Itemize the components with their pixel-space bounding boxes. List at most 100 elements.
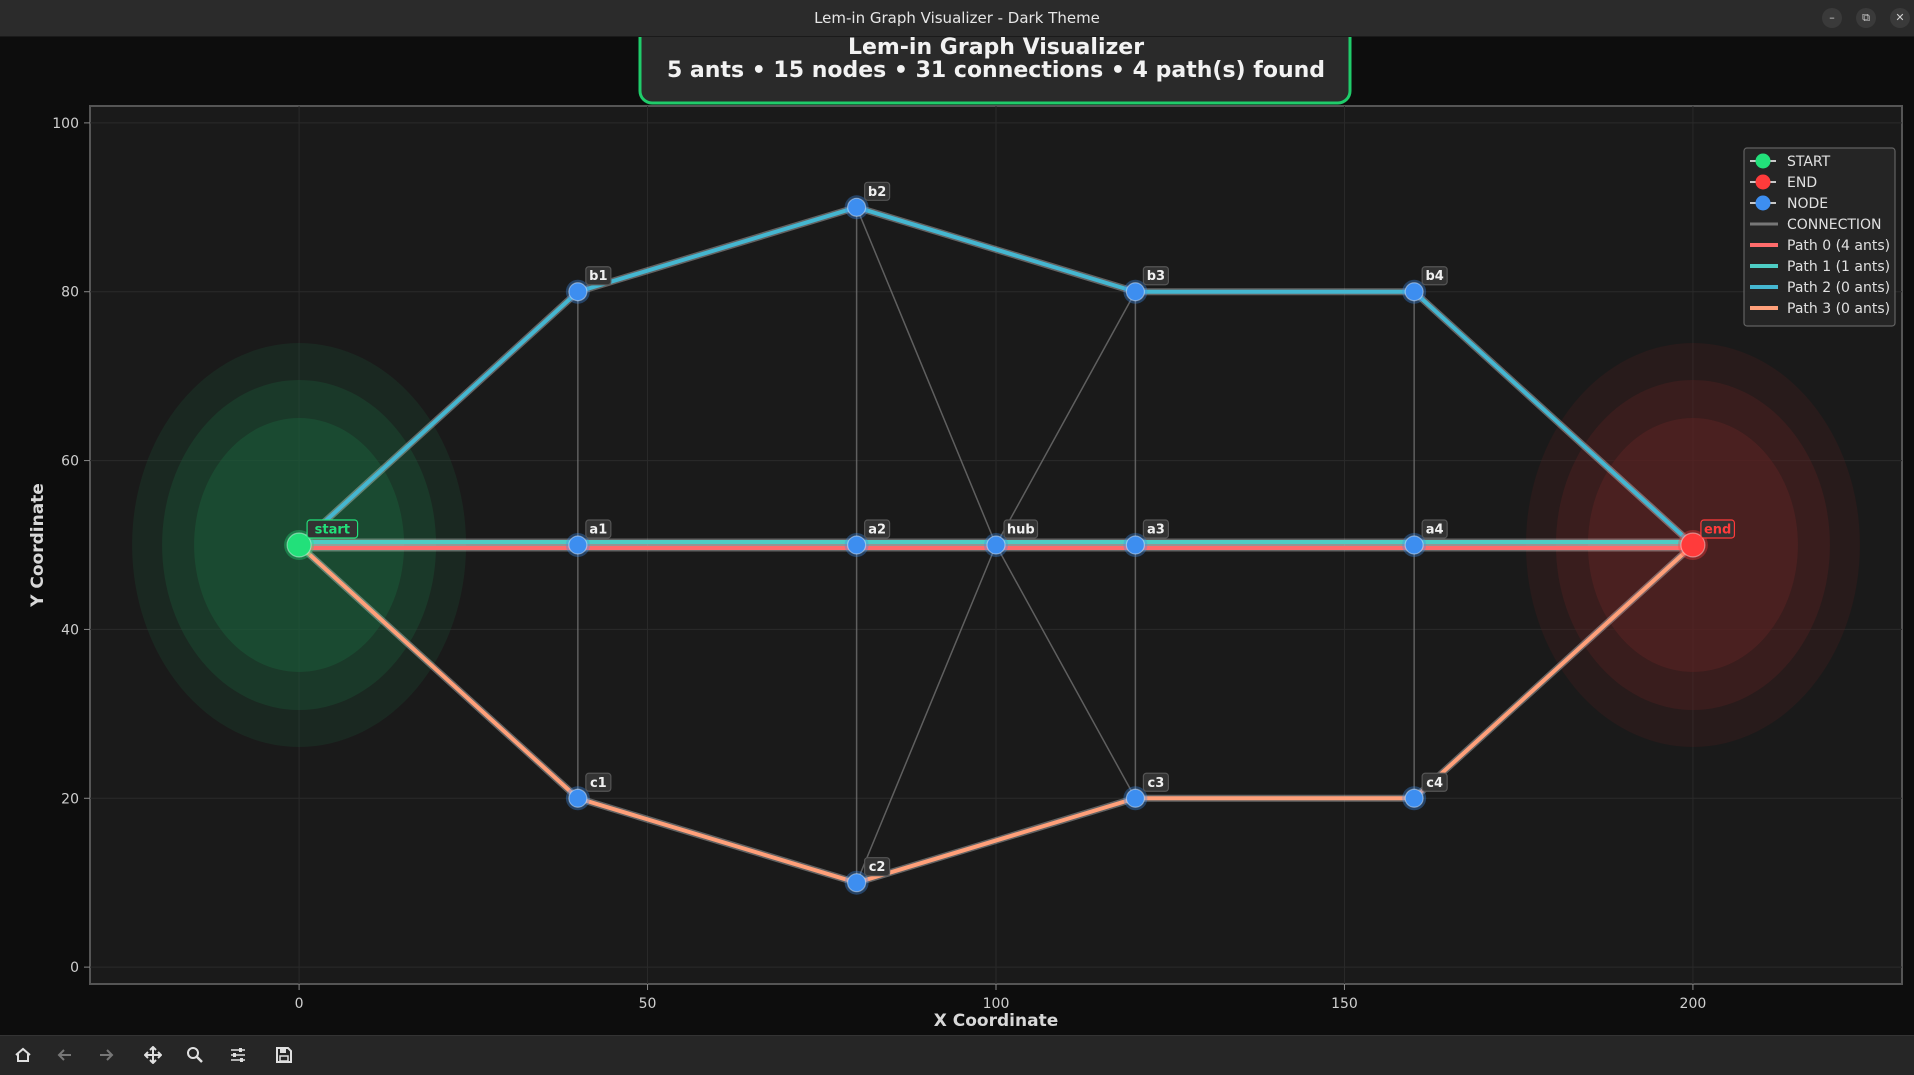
legend-swatch-start [1755, 153, 1771, 169]
node-label-c4: c4 [1426, 776, 1443, 791]
node-marker-c4[interactable] [1404, 788, 1424, 808]
node-marker-a2[interactable] [847, 535, 867, 555]
node-label-a1: a1 [589, 523, 607, 538]
node-marker-b4[interactable] [1404, 282, 1424, 302]
move-icon [144, 1046, 162, 1064]
node-marker-end[interactable] [1680, 532, 1706, 558]
node-marker-c2[interactable] [847, 873, 867, 893]
axis-ticks: 0 50 100 150 200 0 20 40 60 80 100 [52, 116, 1706, 1012]
header-title: Lem-in Graph Visualizer [848, 37, 1144, 60]
node-label-box [1700, 519, 1736, 539]
path-line-3 [297, 543, 1695, 885]
back-button[interactable] [50, 1041, 80, 1069]
magnifier-icon [187, 1047, 203, 1063]
node-label-a3: a3 [1147, 523, 1165, 538]
legend-label: Path 1 (1 ants) [1787, 259, 1890, 275]
node-label-box [1421, 266, 1448, 286]
node-label-box [864, 181, 891, 201]
legend-label: Path 0 (4 ants) [1787, 238, 1890, 254]
node-label-a2: a2 [868, 523, 886, 538]
save-button[interactable] [269, 1041, 299, 1069]
plot-canvas[interactable]: start end a1 a2 hub a3 a4 b1 b2 b3 b4 c1 c2 c3 c4 0 50 1… [0, 37, 1914, 1035]
header-subtitle: 5 ants • 15 nodes • 31 connections • 4 p… [667, 58, 1325, 83]
legend-label: START [1787, 154, 1831, 170]
zoom-button[interactable] [180, 1041, 210, 1069]
node-label-c2: c2 [869, 860, 886, 875]
forward-button[interactable] [91, 1041, 121, 1069]
x-tick-label: 100 [983, 996, 1010, 1012]
node-label-box [864, 857, 891, 877]
legend-label: END [1787, 175, 1817, 191]
connection-line [855, 544, 997, 883]
legend-swatch-end [1755, 174, 1771, 190]
legend-label: NODE [1787, 196, 1828, 212]
node-label-box [585, 266, 612, 286]
y-tick-label: 0 [70, 960, 79, 976]
grid [90, 106, 1902, 984]
node-marker-b1[interactable] [568, 282, 588, 302]
header-box: Lem-in Graph Visualizer 5 ants • 15 node… [638, 37, 1352, 105]
connection-line [995, 544, 1137, 799]
node-label-b1: b1 [589, 269, 607, 284]
y-tick-label: 100 [52, 116, 79, 132]
legend-label: Path 3 (0 ants) [1787, 301, 1890, 317]
node-marker-c3[interactable] [1125, 788, 1145, 808]
node-label-box [1142, 519, 1169, 539]
window-titlebar: Lem-in Graph Visualizer - Dark Theme – ⧉… [0, 0, 1914, 37]
node-marker-a1[interactable] [568, 535, 588, 555]
connection-line [855, 207, 997, 546]
navigation-toolbar [0, 1035, 1914, 1075]
node-labels: start end a1 a2 hub a3 a4 b1 b2 b3 b4 c1 c2 c3 c4 [306, 181, 1736, 877]
node-marker-hub[interactable] [986, 535, 1006, 555]
floppy-icon [276, 1047, 292, 1063]
legend-label: CONNECTION [1787, 217, 1882, 233]
node-marker-b3[interactable] [1125, 282, 1145, 302]
node-label-c3: c3 [1148, 776, 1165, 791]
node-label-box [1421, 772, 1448, 792]
arrow-left-icon [57, 1049, 71, 1061]
y-tick-label: 80 [61, 285, 79, 301]
connection-line [995, 291, 1137, 546]
x-tick-label: 150 [1331, 996, 1358, 1012]
x-tick-label: 0 [295, 996, 304, 1012]
window-title: Lem-in Graph Visualizer - Dark Theme [814, 9, 1100, 27]
node-label-box [1003, 519, 1039, 539]
node-label-box [1142, 772, 1169, 792]
node-label-box [1142, 266, 1169, 286]
y-tick-label: 40 [61, 622, 79, 638]
node-label-c1: c1 [590, 776, 607, 791]
node-label-box [585, 519, 612, 539]
node-label-box [1421, 519, 1448, 539]
configure-button[interactable] [223, 1041, 253, 1069]
node-label-b4: b4 [1425, 269, 1443, 284]
minimize-button[interactable]: – [1822, 8, 1842, 28]
node-marker-a4[interactable] [1404, 535, 1424, 555]
maximize-button[interactable]: ⧉ [1856, 8, 1876, 28]
sliders-icon [231, 1048, 245, 1062]
node-label-hub: hub [1007, 523, 1035, 538]
home-icon [15, 1047, 31, 1062]
pan-button[interactable] [138, 1041, 168, 1069]
node-marker-start[interactable] [286, 532, 312, 558]
node-label-a4: a4 [1426, 523, 1444, 538]
y-axis-label: Y Coordinate [28, 483, 48, 608]
close-button[interactable]: ✕ [1890, 8, 1910, 28]
node-label-b3: b3 [1147, 269, 1165, 284]
node-label-box [585, 772, 612, 792]
legend: START END NODE CONNECTION Path 0 (4 ants) Pat… [1743, 147, 1896, 327]
node-marker-a3[interactable] [1125, 535, 1145, 555]
x-tick-label: 50 [639, 996, 657, 1012]
legend-swatch-node [1755, 195, 1771, 211]
x-tick-label: 200 [1680, 996, 1707, 1012]
path-line-2 [297, 205, 1695, 547]
y-tick-label: 20 [61, 791, 79, 807]
node-label-box [864, 519, 891, 539]
node-marker-b2[interactable] [847, 197, 867, 217]
node-label-b2: b2 [868, 185, 886, 200]
node-marker-c1[interactable] [568, 788, 588, 808]
home-button[interactable] [8, 1041, 38, 1069]
node-label-start: start [315, 523, 350, 538]
legend-box [1743, 147, 1896, 327]
arrow-right-icon [100, 1049, 114, 1061]
node-label-box [306, 519, 359, 539]
